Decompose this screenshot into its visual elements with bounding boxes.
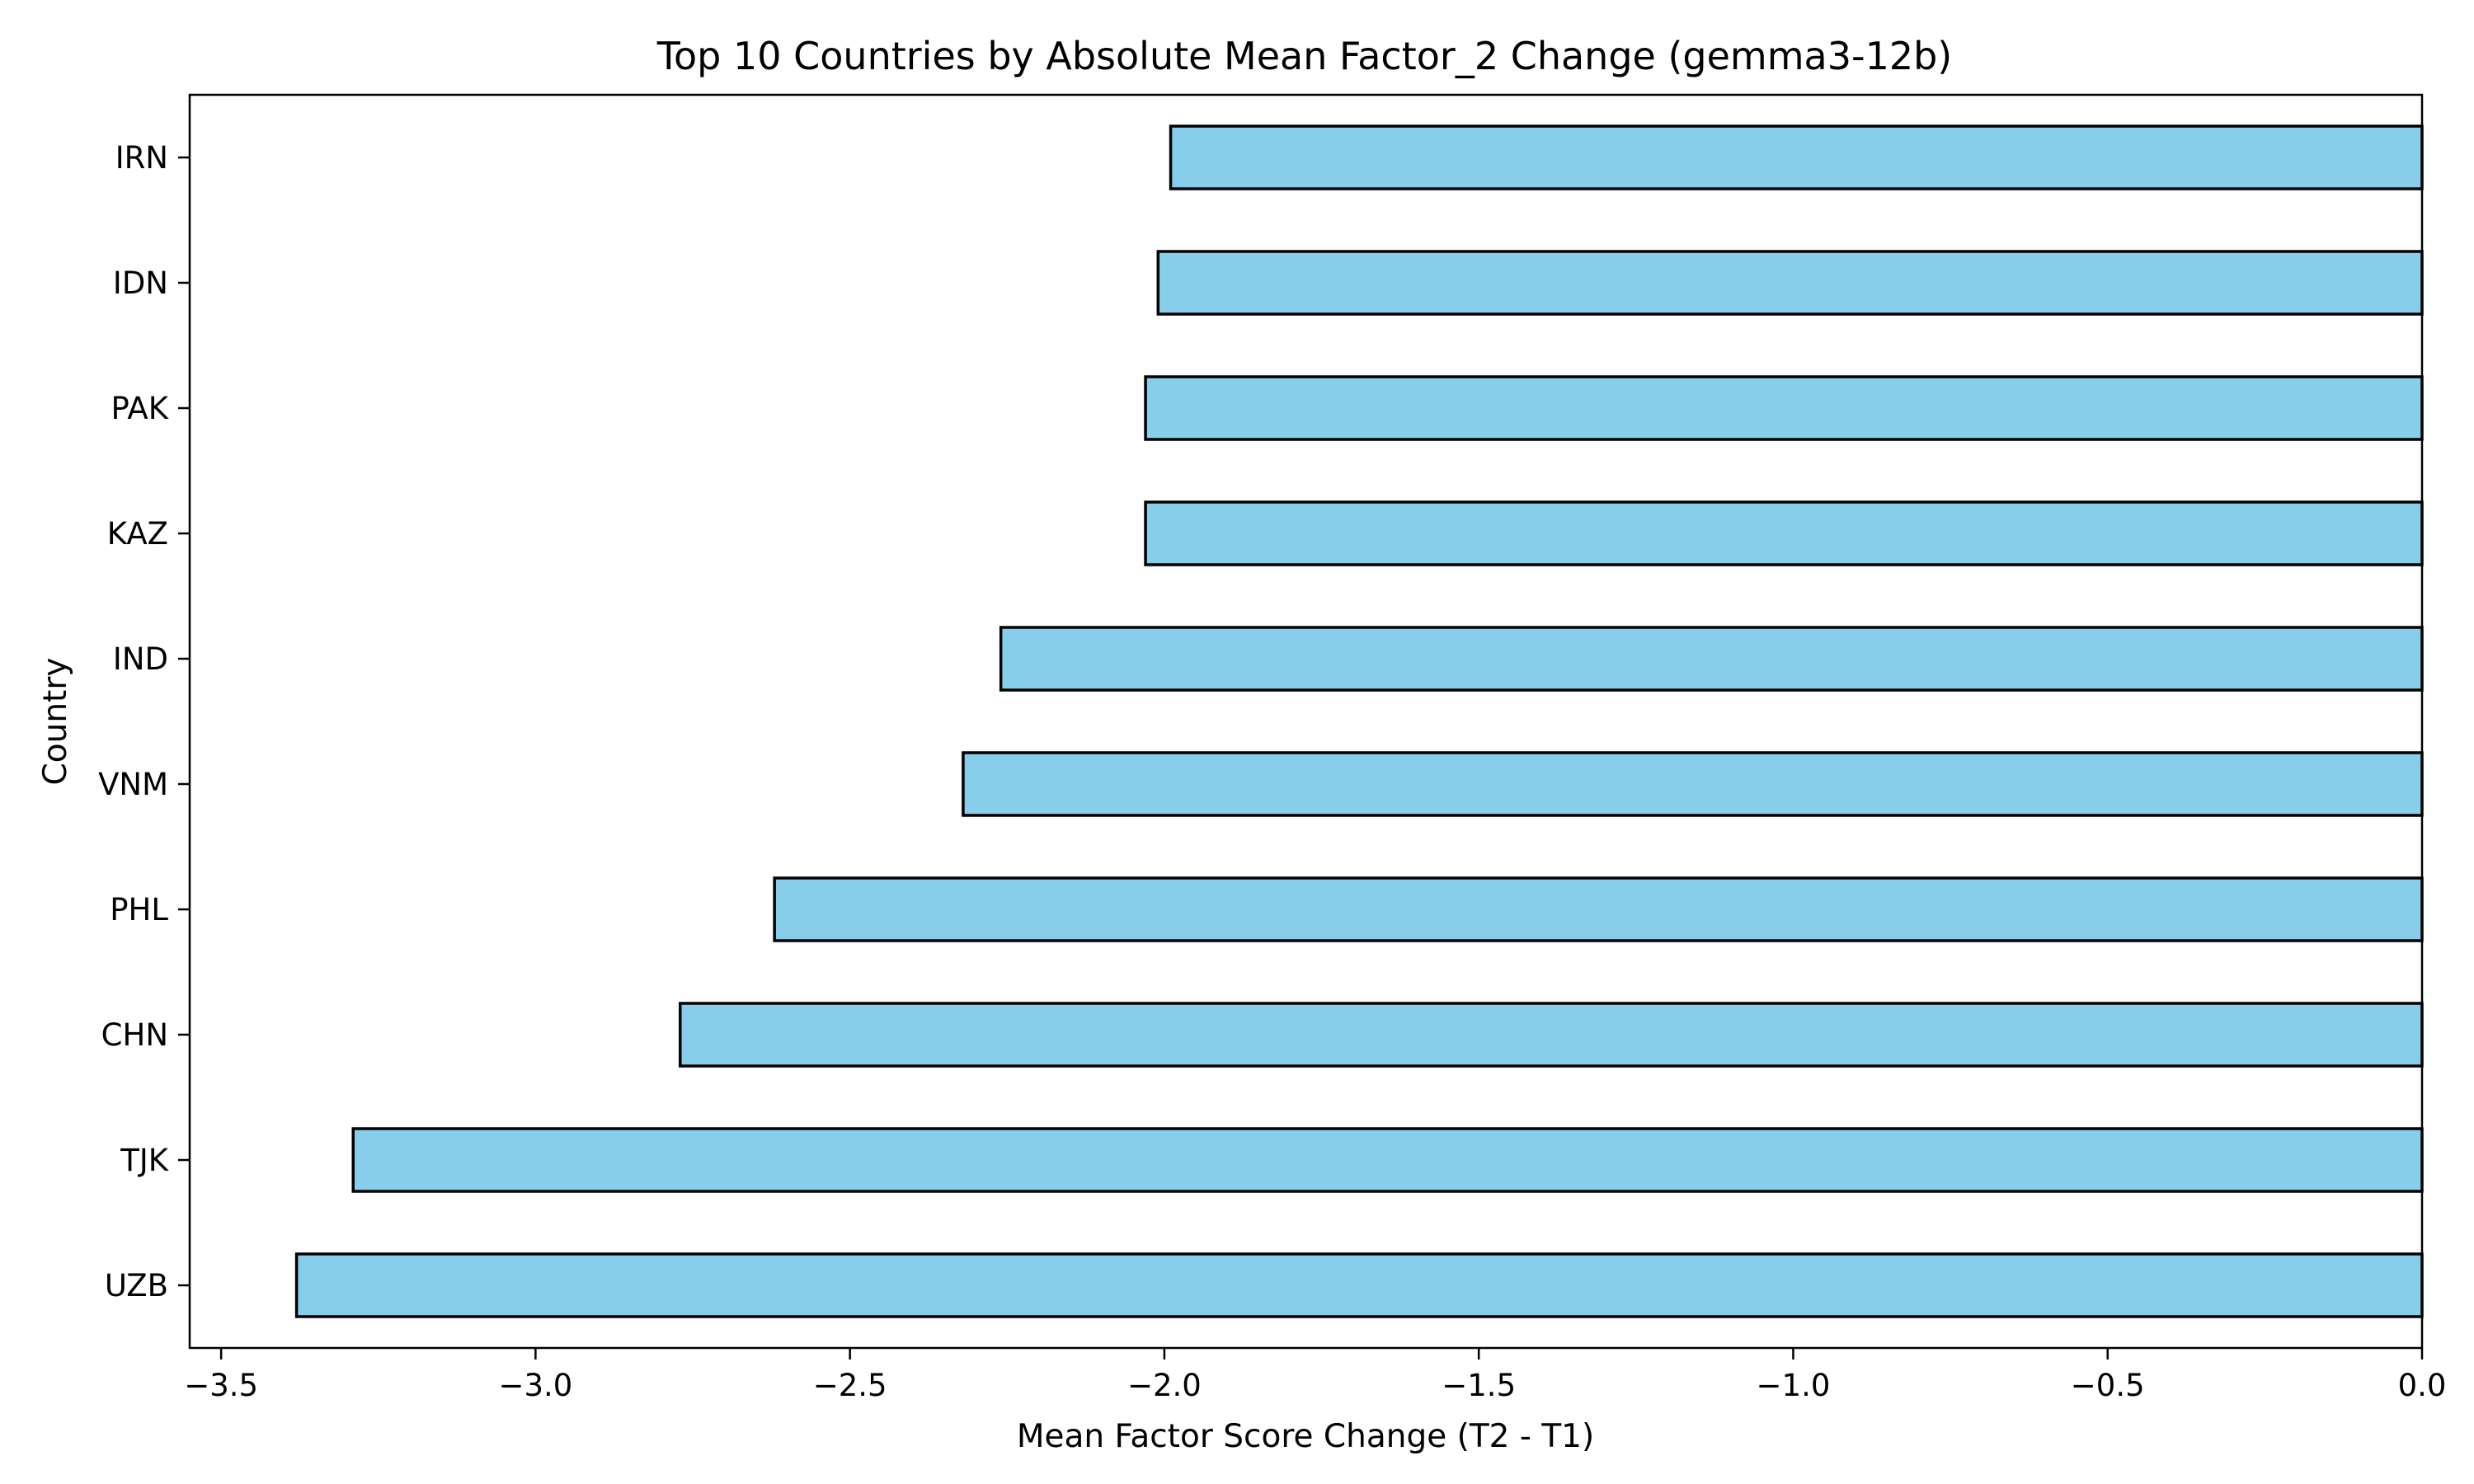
bar-pak — [1144, 375, 2424, 441]
plot-frame — [188, 93, 2424, 1350]
x-tick-label: −1.0 — [1757, 1368, 1831, 1403]
bar-irn — [1169, 124, 2424, 190]
y-tick-label-uzb: UZB — [105, 1268, 168, 1303]
x-tick-label: −2.5 — [813, 1368, 887, 1403]
x-axis-label: Mean Factor Score Change (T2 - T1) — [1017, 1418, 1594, 1455]
x-tick-label: −0.5 — [2071, 1368, 2145, 1403]
x-tick-label: 0.0 — [2398, 1368, 2447, 1403]
chart-title: Top 10 Countries by Absolute Mean Factor… — [656, 34, 1953, 78]
y-tick-label-kaz: KAZ — [107, 516, 168, 552]
y-tick-label-pak: PAK — [111, 391, 169, 426]
y-tick-label-chn: CHN — [101, 1017, 168, 1053]
x-tick-label: −3.0 — [498, 1368, 572, 1403]
y-tick-label-ind: IND — [113, 641, 168, 677]
y-tick-label-tjk: TJK — [120, 1143, 170, 1178]
x-tick-label: −1.5 — [1442, 1368, 1516, 1403]
x-axis: −3.5 −3.0 −2.5 −2.0 −1.5 −1.0 −0.5 0.0 — [184, 1348, 2446, 1403]
bar-ind — [999, 626, 2424, 692]
bar-uzb — [294, 1252, 2424, 1318]
bar-kaz — [1144, 500, 2424, 566]
y-tick-label-irn: IRN — [115, 140, 168, 176]
bars-group — [294, 124, 2424, 1318]
bar-tjk — [351, 1127, 2424, 1193]
y-tick-label-phl: PHL — [110, 892, 168, 928]
bar-chn — [679, 1002, 2424, 1068]
bar-idn — [1156, 250, 2424, 316]
x-tick-label: −2.0 — [1127, 1368, 1202, 1403]
bar-vnm — [962, 751, 2424, 817]
y-tick-label-vnm: VNM — [98, 767, 168, 802]
y-tick-label-idn: IDN — [113, 265, 168, 301]
y-axis: IRN IDN PAK KAZ IND VNM PHL CHN TJK UZB — [98, 140, 190, 1303]
bar-phl — [773, 876, 2424, 942]
y-axis-label: Country — [37, 658, 74, 786]
x-tick-label: −3.5 — [184, 1368, 258, 1403]
